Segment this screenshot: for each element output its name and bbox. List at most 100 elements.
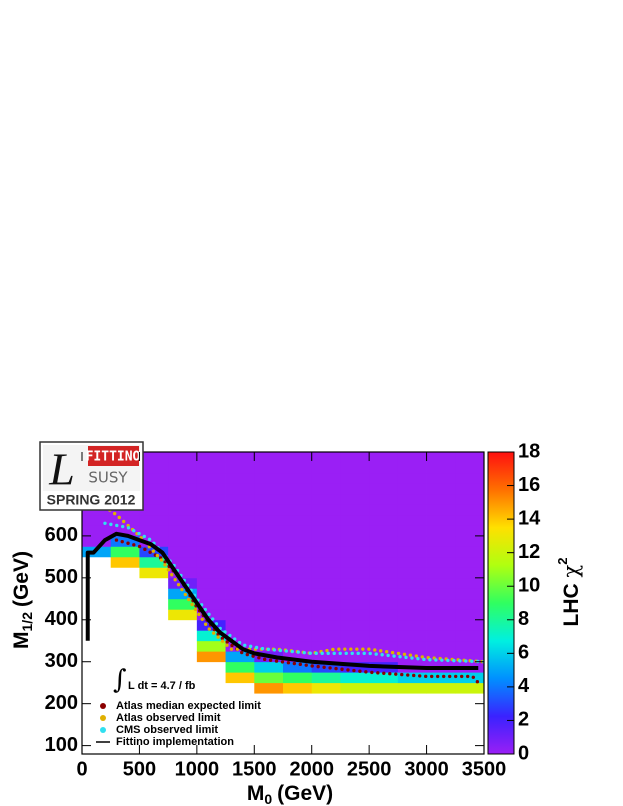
heat-cell (254, 514, 284, 526)
heat-cell (397, 640, 427, 652)
heat-cell (283, 661, 313, 673)
heat-cell (196, 483, 226, 495)
heat-cell (196, 452, 226, 463)
y-tick-label: 500 (45, 566, 78, 588)
heat-cell (426, 640, 456, 652)
z-tick-label: 2 (518, 709, 529, 731)
heat-cell (283, 630, 313, 642)
heat-cell (225, 651, 255, 663)
heat-cell (225, 493, 255, 505)
heat-cell (283, 640, 313, 652)
heat-cell (455, 525, 484, 537)
heat-cell (283, 504, 313, 516)
heat-cell (254, 640, 284, 652)
heat-cell (340, 651, 370, 663)
heat-cell (455, 452, 484, 463)
heat-cell (139, 493, 169, 505)
heat-cell (426, 535, 456, 547)
heat-cell (311, 619, 341, 631)
heat-cell (455, 619, 484, 631)
heat-cell (254, 619, 284, 631)
heat-cell (283, 651, 313, 663)
heat-cell (283, 452, 313, 463)
heat-cell (455, 598, 484, 610)
heat-cell (397, 598, 427, 610)
logo-brand: FITTINO (86, 450, 141, 465)
x-tick-label: 1000 (175, 758, 220, 780)
heat-cell (397, 546, 427, 558)
heat-cell (311, 483, 341, 495)
heat-cell (455, 462, 484, 474)
heat-cell (455, 504, 484, 516)
heat-cell (340, 682, 370, 694)
heat-cell (168, 546, 198, 558)
heat-cell (369, 472, 399, 484)
heat-cell (311, 577, 341, 589)
y-tick-label: 600 (45, 524, 78, 546)
heat-cell (196, 493, 226, 505)
y-tick-label: 400 (45, 608, 78, 630)
heat-cell (340, 661, 370, 673)
x-label-sub: 0 (264, 791, 272, 806)
heat-cell (369, 598, 399, 610)
heat-cell (254, 682, 284, 694)
heat-cell (196, 556, 226, 568)
heat-cell (340, 609, 370, 621)
heat-cell (283, 682, 313, 694)
heat-cell (397, 472, 427, 484)
heat-cell (369, 630, 399, 642)
heat-cell (254, 672, 284, 684)
limit-dots (103, 521, 484, 664)
heat-cell (254, 452, 284, 463)
heat-cell (340, 472, 370, 484)
heat-cell (455, 472, 484, 484)
heat-cell (397, 577, 427, 589)
heat-cell (311, 640, 341, 652)
heat-cell (426, 525, 456, 537)
z-tick-label: 18 (518, 440, 540, 462)
heat-cell (254, 556, 284, 568)
integral-sign: ∫ (113, 665, 127, 695)
heat-cell (311, 535, 341, 547)
logo: FITTINO L SUSY SPRING 2012 (39, 441, 144, 511)
limit-dots (103, 504, 484, 664)
heat-cell (426, 483, 456, 495)
heat-cell (168, 556, 198, 568)
heat-cell (168, 588, 198, 600)
z-label-sup: 2 (555, 558, 570, 565)
heat-cell (196, 514, 226, 526)
legend-label: CMS observed limit (116, 724, 218, 736)
x-label-unit: (GeV) (277, 782, 333, 805)
heat-cell (254, 504, 284, 516)
heat-cell (455, 535, 484, 547)
heat-cell (340, 514, 370, 526)
heat-cell (369, 619, 399, 631)
z-tick-label: 4 (518, 675, 530, 697)
heat-cell (455, 483, 484, 495)
heat-cell (254, 567, 284, 579)
logo-letter: L (48, 444, 75, 495)
heat-cell (168, 472, 198, 484)
logo-sub: SUSY (88, 469, 128, 487)
z-tick-label: 16 (518, 474, 540, 496)
heat-cell (168, 609, 198, 621)
legend-swatch (100, 715, 106, 721)
heat-cell (168, 483, 198, 495)
y-tick-label: 300 (45, 650, 78, 672)
heat-cell (283, 567, 313, 579)
heat-cell (426, 556, 456, 568)
heat-cell (82, 535, 112, 547)
heat-cell (311, 630, 341, 642)
heat-cell (254, 577, 284, 589)
heat-cell (225, 619, 255, 631)
heat-cell (283, 672, 313, 684)
heat-cell (455, 556, 484, 568)
z-tick-label: 8 (518, 608, 529, 630)
heat-cell (369, 556, 399, 568)
heat-cell (369, 640, 399, 652)
y-tick-label: 100 (45, 734, 78, 756)
heat-cell (340, 640, 370, 652)
heat-cell (82, 525, 112, 537)
heat-cell (254, 535, 284, 547)
heat-cell (426, 588, 456, 600)
